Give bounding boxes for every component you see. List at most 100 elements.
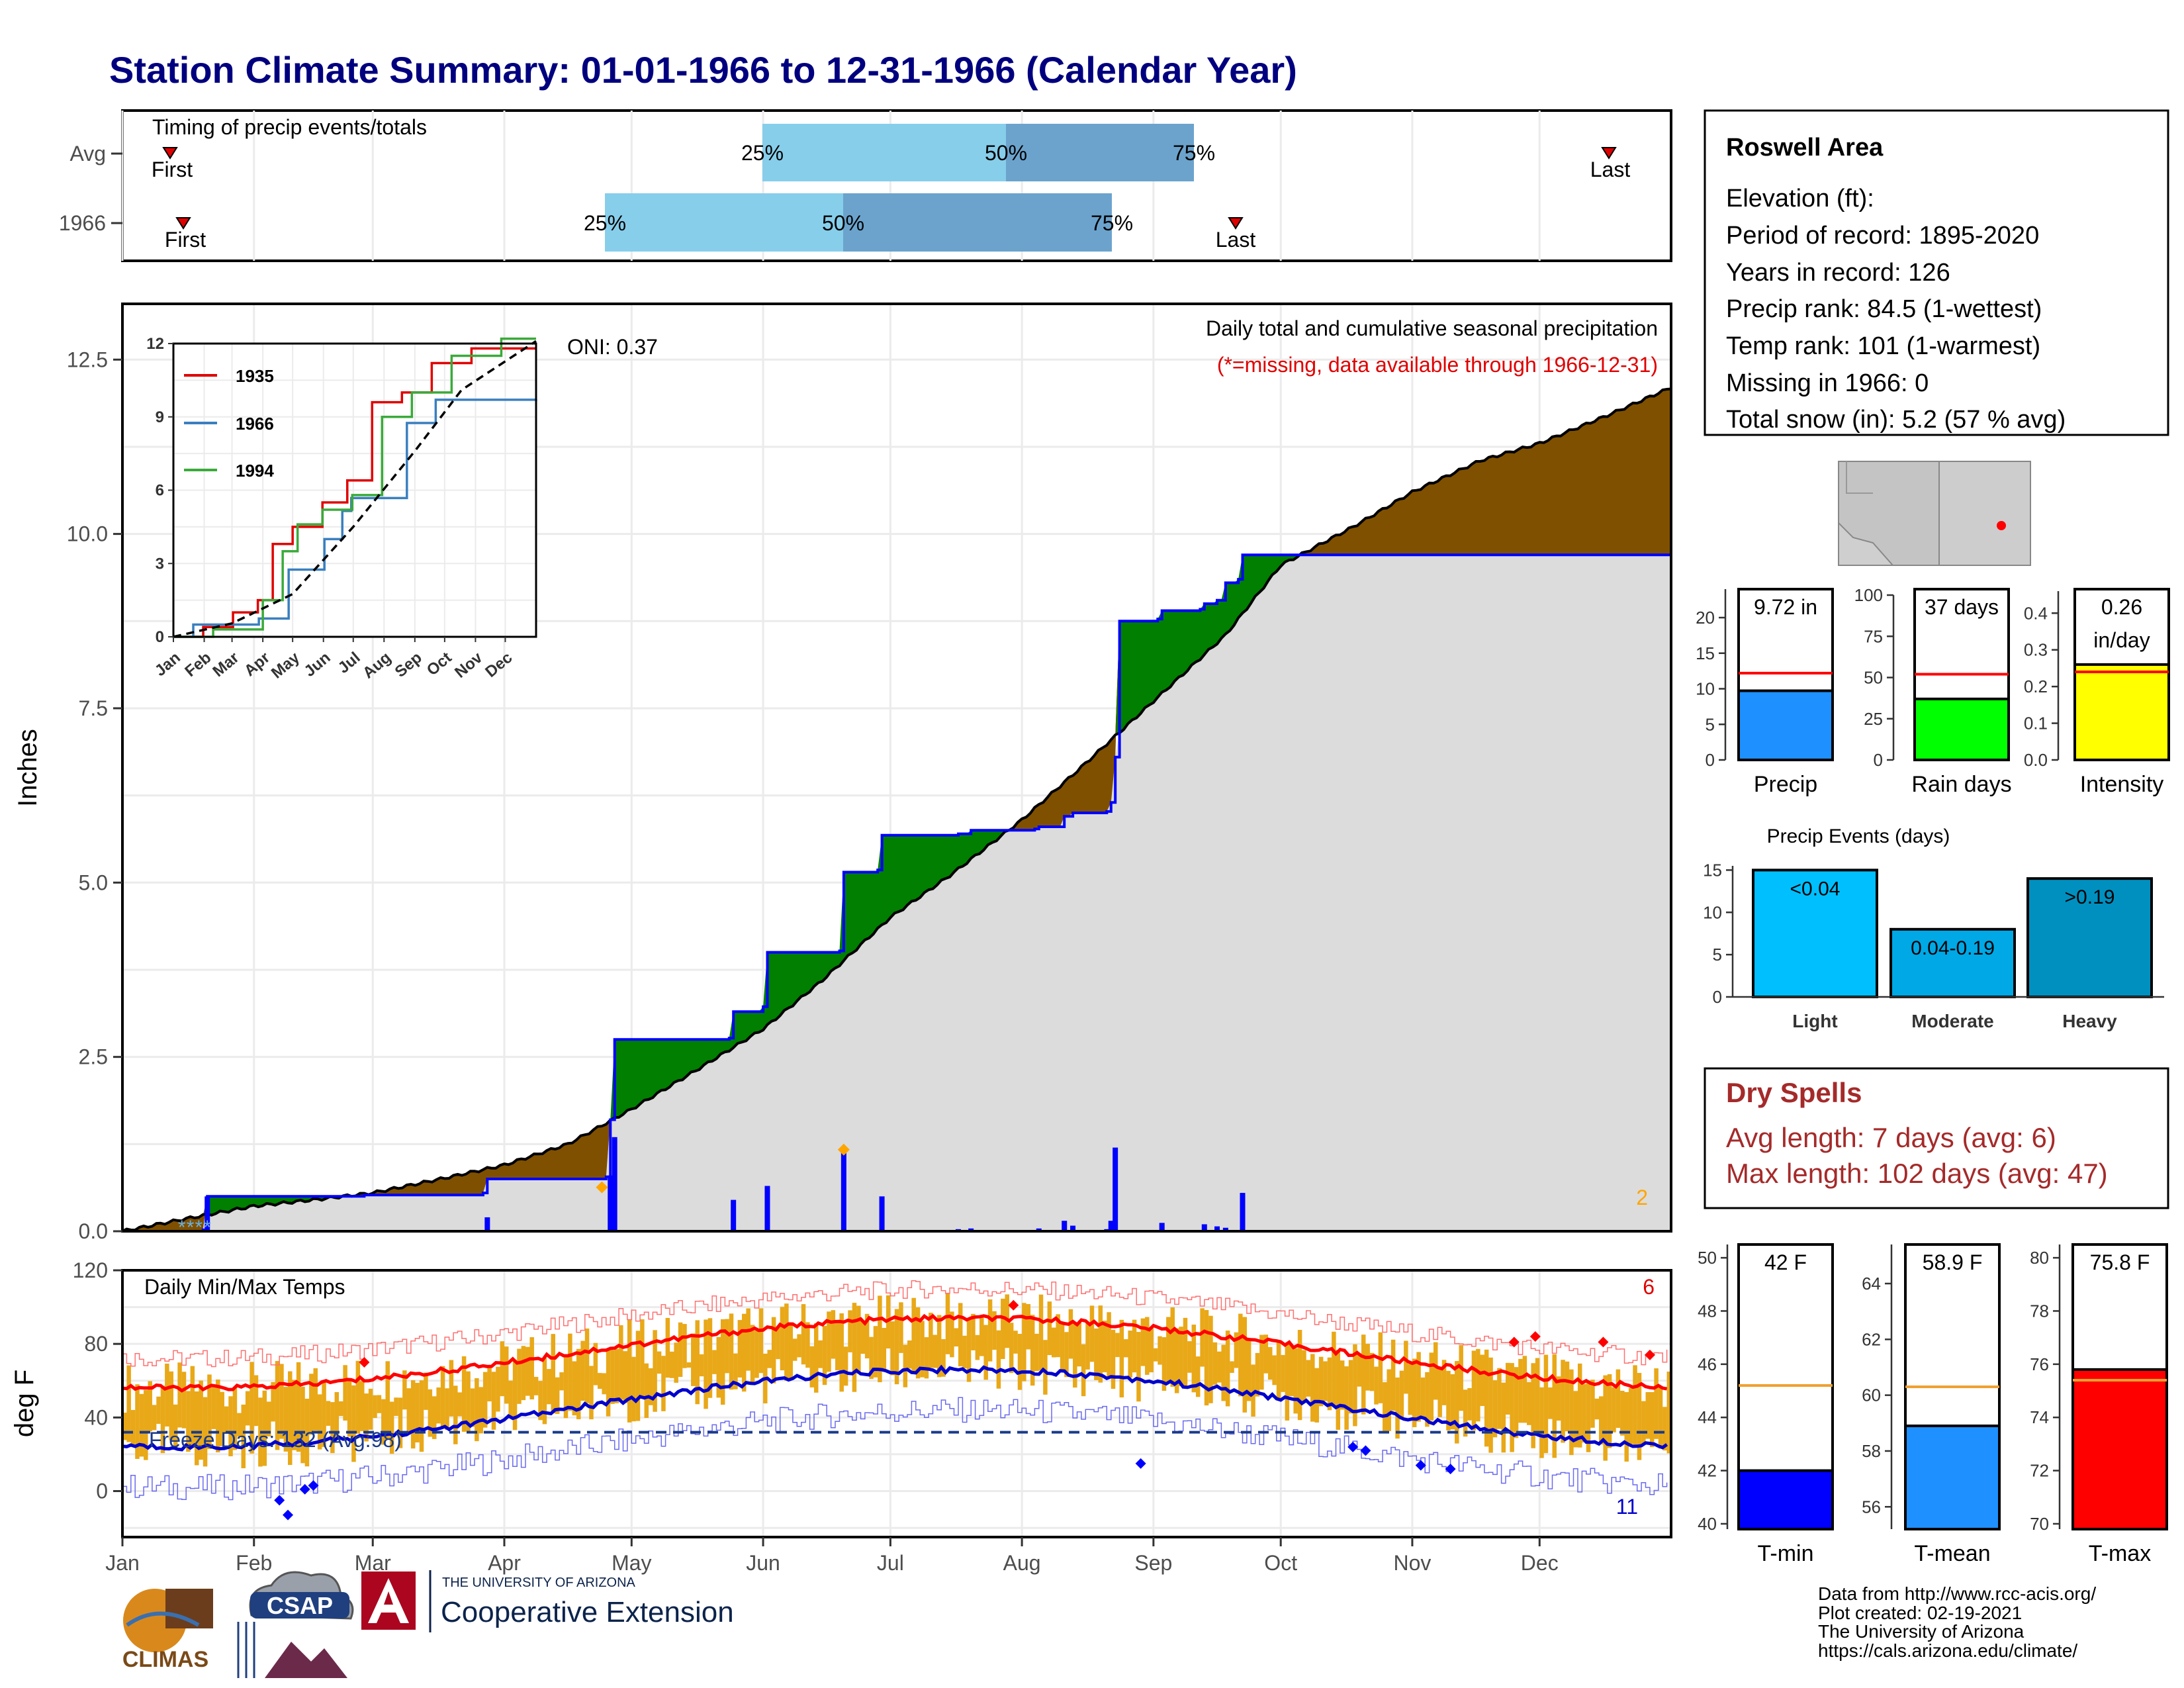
daily-temp-bar: [966, 1319, 972, 1382]
precip-y-label: Inches: [13, 729, 42, 807]
daily-temp-bar: [1267, 1346, 1273, 1380]
daily-temp-bar: [924, 1337, 929, 1379]
daily-temp-bar: [754, 1331, 759, 1378]
daily-temp-bar: [1374, 1366, 1379, 1405]
inset-ytick-label: 0: [156, 628, 164, 646]
mini-x-label: T-mean: [1914, 1541, 1990, 1566]
daily-precip-bar: [1070, 1225, 1076, 1231]
daily-temp-bar: [1038, 1294, 1044, 1371]
daily-temp-bar: [1662, 1407, 1667, 1451]
daily-temp-bar: [1561, 1360, 1565, 1443]
mini-chart-precip-total: 0 5 10 15 20 9.72 in Precip: [1696, 588, 1834, 797]
daily-temp-bar: [377, 1395, 382, 1413]
precip-events-title: Precip Events (days): [1767, 825, 1950, 847]
daily-temp-bar: [364, 1393, 369, 1442]
event-category-label: Moderate: [1911, 1011, 1993, 1031]
daily-temp-bar: [410, 1380, 416, 1449]
daily-temp-bar: [1467, 1387, 1472, 1421]
timing-avg-p25: 25%: [741, 141, 784, 165]
daily-temp-bar: [1527, 1382, 1531, 1425]
daily-precip-bar: [1062, 1221, 1068, 1231]
daily-temp-bar: [1179, 1327, 1183, 1387]
daily-temp-bar: [602, 1373, 606, 1395]
precip-ytick-label: 2.5: [79, 1045, 108, 1069]
daily-temp-bar: [457, 1392, 462, 1417]
below-normal-area: [122, 387, 1671, 1231]
daily-temp-bar: [253, 1375, 259, 1427]
daily-temp-bar: [809, 1346, 815, 1387]
timing-avg-first-label: First: [152, 158, 193, 181]
mini-ytick-label: 10: [1696, 679, 1715, 699]
csap-wordmark: CSAP: [267, 1592, 333, 1619]
daily-temp-bar: [1522, 1356, 1527, 1423]
daily-temp-bar: [1102, 1321, 1107, 1372]
precip-ytick-label: 0.0: [79, 1219, 108, 1243]
daily-temp-bar: [475, 1378, 479, 1442]
daily-temp-bar: [1492, 1380, 1498, 1438]
daily-temp-bar: [1357, 1353, 1362, 1387]
daily-temp-bar: [1323, 1361, 1328, 1401]
daily-temp-bar: [1068, 1309, 1073, 1359]
inset-series: [173, 337, 537, 638]
daily-temp-bar: [326, 1401, 331, 1426]
snow-marker: *: [187, 1217, 195, 1239]
month-label-Mar: Mar: [355, 1551, 391, 1575]
daily-temp-bar: [1013, 1331, 1018, 1354]
daily-temp-bar: [1488, 1357, 1493, 1453]
daily-temp-bar: [1200, 1308, 1205, 1367]
daily-temp-bar: [470, 1388, 475, 1427]
daily-temp-bar: [292, 1380, 296, 1450]
daily-temp-bar: [644, 1363, 649, 1418]
precip-ytick-label: 10.0: [67, 522, 108, 546]
daily-temp-bar: [758, 1308, 764, 1374]
mini-ytick-label: 56: [1862, 1497, 1881, 1517]
precip-ytick-label: 7.5: [79, 696, 108, 720]
daily-temp-bar: [1217, 1351, 1222, 1383]
timing-avg-p50: 50%: [985, 141, 1027, 165]
daily-temp-bar: [512, 1360, 518, 1430]
csap-badge: [250, 1592, 349, 1618]
daily-temp-bar: [971, 1313, 976, 1350]
observed-cumulative-line: [122, 553, 1672, 1233]
daily-temp-bar: [878, 1295, 882, 1383]
daily-temp-bar: [1128, 1331, 1132, 1378]
dry-spells-frame: [1704, 1067, 2169, 1209]
daily-precip-bar: [968, 1228, 974, 1231]
daily-temp-bar: [1259, 1335, 1264, 1390]
daily-temp-bar: [250, 1362, 254, 1454]
daily-temp-bar: [496, 1366, 500, 1412]
daily-temp-bar: [1302, 1350, 1306, 1402]
daily-temp-bar: [737, 1320, 743, 1378]
daily-temp-bar: [461, 1356, 467, 1432]
daily-temp-bar: [165, 1363, 169, 1427]
daily-precip-bar: [731, 1199, 737, 1231]
daily-temp-bar: [1353, 1344, 1357, 1427]
daily-temp-bar: [1314, 1368, 1319, 1423]
new-mexico-shape: [1938, 461, 2031, 566]
daily-temp-bar: [211, 1385, 216, 1429]
csap-logo: CSAP: [237, 1571, 354, 1678]
mini-chart-t-max: 70 72 74 76 78 80 75.8 F T-max: [2030, 1243, 2168, 1566]
daily-temp-bar: [373, 1395, 377, 1419]
timing-avg-first-marker: [162, 147, 178, 160]
daily-temp-bar: [419, 1380, 424, 1452]
inset-series-avg: [173, 340, 537, 638]
daily-temp-bar: [194, 1391, 199, 1466]
ua-small-text: THE UNIVERSITY OF ARIZONA: [442, 1575, 636, 1590]
daily-temp-bar: [517, 1348, 522, 1404]
mini-ytick-label: 64: [1862, 1274, 1881, 1293]
daily-temp-bar: [1043, 1340, 1048, 1395]
record-precip-marker: [837, 1143, 850, 1156]
locator-map: [1838, 461, 2031, 566]
legend-1994-label: 1994: [236, 461, 274, 481]
mini-ytick-label: 46: [1698, 1354, 1717, 1374]
temp-ytick-label: 80: [84, 1332, 108, 1356]
daily-temp-bar: [1022, 1303, 1026, 1382]
daily-temp-bar: [1153, 1348, 1158, 1362]
daily-temp-bar: [941, 1338, 946, 1377]
daily-temp-bar: [173, 1404, 178, 1448]
daily-temp-bar: [144, 1389, 148, 1460]
daily-temp-bar: [220, 1391, 224, 1446]
mini-ytick-label: 48: [1698, 1301, 1717, 1321]
